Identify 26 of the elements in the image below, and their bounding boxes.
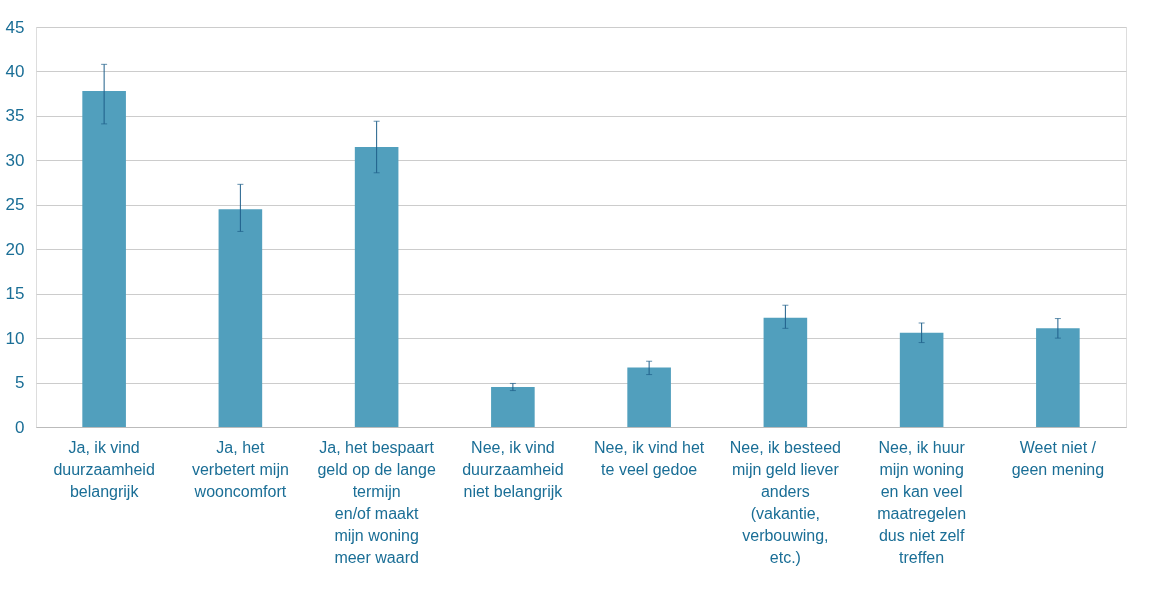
y-tick-label: 45 (5, 17, 25, 37)
bar (354, 147, 399, 427)
y-tick-label: 20 (5, 239, 25, 259)
x-tick-label: Nee, ik huur mijn woning en kan veel maatregelen dus niet zelf treffen (877, 438, 967, 566)
y-tick-label: 25 (5, 195, 25, 215)
bar (627, 367, 671, 427)
y-tick-label: 40 (5, 61, 25, 81)
bar (763, 317, 808, 427)
y-tick-label: 10 (5, 328, 25, 348)
y-tick-label: 5 (15, 373, 25, 393)
x-tick-label: Ja, het verbetert mijn wooncomfort (191, 438, 289, 500)
bar (1036, 328, 1080, 427)
x-tick-label: Nee, ik vind het te veel gedoe (593, 438, 705, 478)
x-tick-label: Ja, ik vind duurzaamheid belangrijk (53, 438, 155, 500)
x-tick-label: Ja, het bespaart geld op de lange termijn en/of maakt mijn woning meer waard (317, 438, 436, 566)
x-tick-label: Nee, ik besteed mijn geld liever anders (vakantie, verbouwing, etc.) (729, 438, 841, 566)
x-tick-label: Weet niet / geen mening (1011, 438, 1105, 478)
bar (218, 209, 263, 427)
bar (899, 332, 944, 427)
y-tick-label: 0 (15, 417, 25, 437)
x-tick-label: Nee, ik vind duurzaamheid niet belangrijk (462, 438, 564, 500)
bar (82, 91, 126, 427)
y-tick-label: 30 (5, 150, 25, 170)
bar (491, 387, 535, 427)
y-tick-label: 15 (5, 284, 25, 304)
y-tick-label: 35 (5, 106, 25, 126)
